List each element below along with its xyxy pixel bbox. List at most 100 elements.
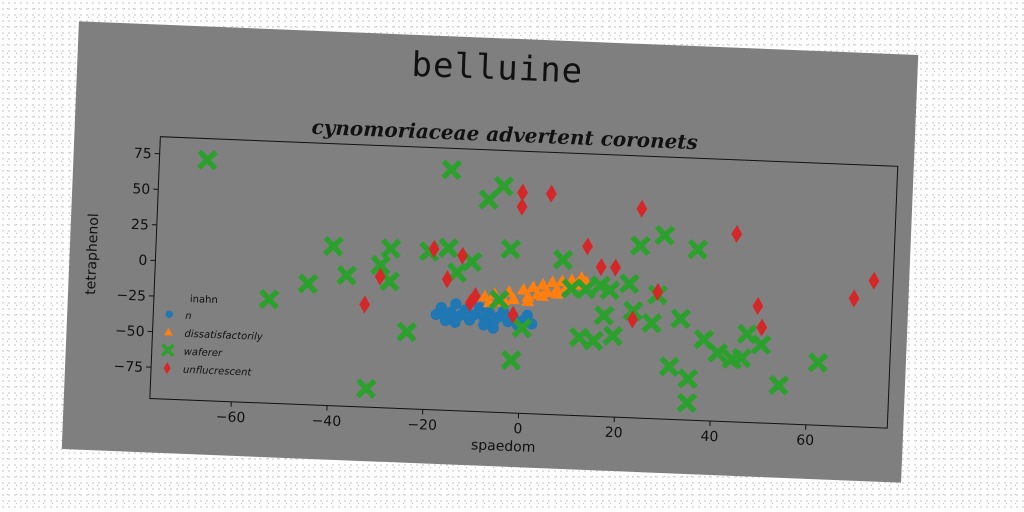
data-point <box>441 270 453 289</box>
x-tick-label: 20 <box>604 425 622 442</box>
legend-marker <box>160 343 175 358</box>
data-point <box>848 289 860 308</box>
data-point <box>469 287 481 306</box>
data-point <box>658 356 680 377</box>
data-point <box>676 392 698 414</box>
legend: inahn n dissatisfactorily waferer unflucresc… <box>160 294 264 379</box>
data-point <box>446 262 468 283</box>
data-point <box>474 302 486 314</box>
data-point <box>521 294 535 307</box>
data-point <box>374 267 386 286</box>
legend-marker <box>163 362 171 375</box>
data-point <box>336 264 358 286</box>
data-point <box>323 235 344 257</box>
data-point <box>756 318 768 337</box>
data-point <box>379 270 400 292</box>
y-tick-label: 25 <box>131 217 149 234</box>
data-point <box>752 297 764 316</box>
data-point <box>441 159 462 181</box>
data-point <box>602 325 624 347</box>
data-point <box>627 310 639 329</box>
data-point <box>258 288 280 310</box>
data-point <box>457 246 468 265</box>
data-point <box>370 254 391 276</box>
y-tick-label: −25 <box>116 288 146 305</box>
data-point <box>359 295 371 314</box>
data-point <box>599 279 621 301</box>
data-point <box>483 306 495 318</box>
data-point <box>707 342 728 364</box>
data-point <box>297 273 319 295</box>
data-point <box>488 289 510 311</box>
data-point <box>552 249 574 271</box>
data-point <box>693 329 715 350</box>
axis-ticks: −60 −40 −20 0 20 40 60 −75 −50 −25 0 25 50 75 <box>113 146 814 449</box>
y-tick-label: 75 <box>134 146 152 163</box>
data-point <box>450 298 462 310</box>
y-tick-label: −75 <box>113 359 143 376</box>
y-tick-label: −50 <box>115 323 145 340</box>
data-point <box>561 278 582 299</box>
data-point <box>618 273 640 295</box>
legend-label: n <box>185 311 192 322</box>
data-point <box>807 352 829 373</box>
y-tick-label: 0 <box>138 253 148 269</box>
series-unflucrescent <box>359 183 880 337</box>
x-tick-label: 0 <box>513 421 523 437</box>
legend-marker <box>165 310 173 318</box>
data-point <box>380 238 402 259</box>
data-point <box>677 368 699 390</box>
x-tick-label: −40 <box>311 413 341 430</box>
data-point <box>449 316 461 328</box>
x-tick-label: 60 <box>796 432 814 449</box>
data-point <box>630 235 651 257</box>
data-point <box>652 283 664 302</box>
data-point <box>731 224 743 243</box>
data-points <box>197 149 880 414</box>
data-point <box>750 334 772 356</box>
data-point <box>736 323 758 345</box>
data-point <box>461 251 483 273</box>
data-point <box>868 271 880 290</box>
data-point <box>595 257 607 276</box>
data-point <box>478 189 500 211</box>
legend-label: dissatisfactorily <box>184 329 264 343</box>
data-point <box>521 309 533 321</box>
legend-label: unflucrescent <box>183 365 253 379</box>
data-point <box>545 275 559 288</box>
data-point <box>654 224 676 246</box>
data-point <box>435 301 447 314</box>
data-point <box>445 306 457 318</box>
data-point <box>516 197 528 216</box>
data-point <box>610 258 621 277</box>
data-point <box>583 330 604 352</box>
series-n <box>430 298 538 334</box>
data-point <box>439 314 452 327</box>
data-point <box>511 317 533 339</box>
data-point <box>545 184 557 203</box>
data-point <box>582 237 593 256</box>
data-point <box>550 286 564 299</box>
data-point <box>506 292 520 305</box>
x-tick-label: 40 <box>700 429 718 446</box>
x-tick-label: −60 <box>216 409 246 426</box>
data-point <box>731 347 752 369</box>
x-axis-label: spaedom <box>471 437 536 456</box>
data-point <box>768 374 790 396</box>
data-point <box>487 322 499 334</box>
data-point <box>500 238 522 260</box>
plot-area <box>149 136 899 429</box>
data-point <box>636 199 648 218</box>
data-point <box>535 289 549 302</box>
x-tick-label: −20 <box>407 417 437 434</box>
data-point <box>687 239 709 260</box>
y-axis-label: tetraphenol <box>83 213 102 295</box>
legend-entry: n <box>165 310 192 322</box>
legend-title: inahn <box>190 294 218 306</box>
data-point <box>641 312 663 334</box>
series-waferer <box>197 149 829 414</box>
data-point <box>197 149 218 171</box>
y-tick-label: 50 <box>132 181 150 198</box>
legend-entry: dissatisfactorily <box>164 327 264 343</box>
legend-label: waferer <box>184 347 224 360</box>
